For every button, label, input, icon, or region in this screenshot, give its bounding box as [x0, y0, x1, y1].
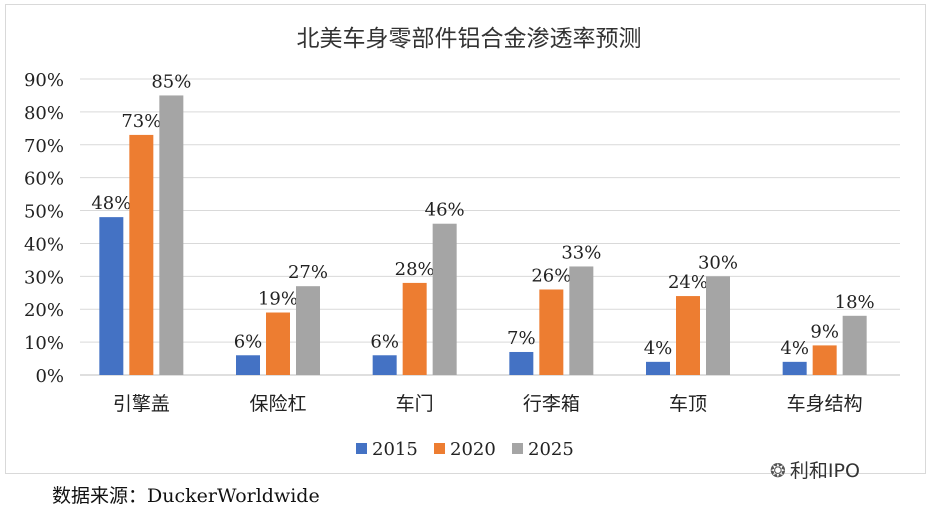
y-tick-label: 70% — [24, 136, 64, 157]
bar — [99, 217, 124, 375]
bar — [569, 266, 594, 375]
y-tick-label: 50% — [24, 202, 64, 223]
bar — [402, 282, 427, 375]
watermark: ❂ 利和IPO — [770, 456, 860, 483]
data-label: 19% — [258, 289, 298, 310]
legend-label: 2025 — [528, 439, 574, 460]
data-label: 4% — [780, 338, 809, 359]
bar — [539, 289, 564, 375]
category-label: 车顶 — [669, 393, 707, 415]
wechat-icon: ❂ — [770, 460, 786, 482]
watermark-text: 利和IPO — [789, 460, 860, 482]
data-label: 27% — [288, 262, 328, 283]
data-label: 28% — [395, 259, 435, 280]
legend-swatch — [434, 443, 445, 454]
chart-title: 北美车身零部件铝合金渗透率预测 — [297, 26, 642, 52]
legend-label: 2020 — [450, 439, 496, 460]
bar — [782, 361, 807, 375]
legend-label: 2015 — [372, 439, 418, 460]
data-label: 4% — [644, 338, 673, 359]
y-tick-label: 0% — [35, 366, 64, 387]
data-label: 18% — [835, 292, 875, 313]
data-label: 85% — [151, 71, 191, 92]
data-label: 73% — [121, 111, 161, 132]
bar — [159, 95, 184, 375]
bar — [432, 223, 457, 375]
data-label: 6% — [370, 331, 399, 352]
data-label: 7% — [507, 328, 536, 349]
legend-swatch — [512, 443, 523, 454]
source-note: 数据来源：DuckerWorldwide — [52, 485, 320, 507]
data-label: 46% — [425, 200, 465, 221]
bar — [706, 276, 730, 375]
y-tick-label: 60% — [24, 169, 64, 190]
y-tick-label: 30% — [24, 267, 64, 288]
data-label: 30% — [698, 252, 738, 273]
y-tick-label: 80% — [24, 103, 64, 124]
bar — [812, 345, 837, 375]
data-label: 24% — [668, 272, 708, 293]
bar — [676, 296, 700, 375]
y-tick-label: 90% — [24, 70, 64, 91]
bar — [129, 134, 154, 375]
data-label: 26% — [531, 265, 571, 286]
data-label: 48% — [91, 193, 131, 214]
y-tick-label: 40% — [24, 234, 64, 255]
legend-swatch — [356, 443, 367, 454]
chart-frame — [5, 4, 926, 474]
bar — [646, 361, 670, 375]
y-tick-label: 10% — [24, 333, 64, 354]
data-label: 6% — [234, 331, 263, 352]
category-label: 车门 — [396, 393, 434, 415]
category-label: 保险杠 — [249, 393, 306, 415]
bar — [842, 315, 867, 375]
bar — [266, 312, 290, 375]
category-label: 行李箱 — [523, 393, 580, 415]
data-label: 33% — [561, 242, 601, 263]
y-tick-label: 20% — [24, 300, 64, 321]
data-label: 9% — [810, 321, 839, 342]
category-label: 车身结构 — [787, 393, 863, 415]
bar — [509, 351, 534, 375]
bar — [372, 355, 397, 375]
bar — [236, 355, 260, 375]
bar — [296, 286, 320, 375]
category-label: 引擎盖 — [113, 393, 170, 415]
